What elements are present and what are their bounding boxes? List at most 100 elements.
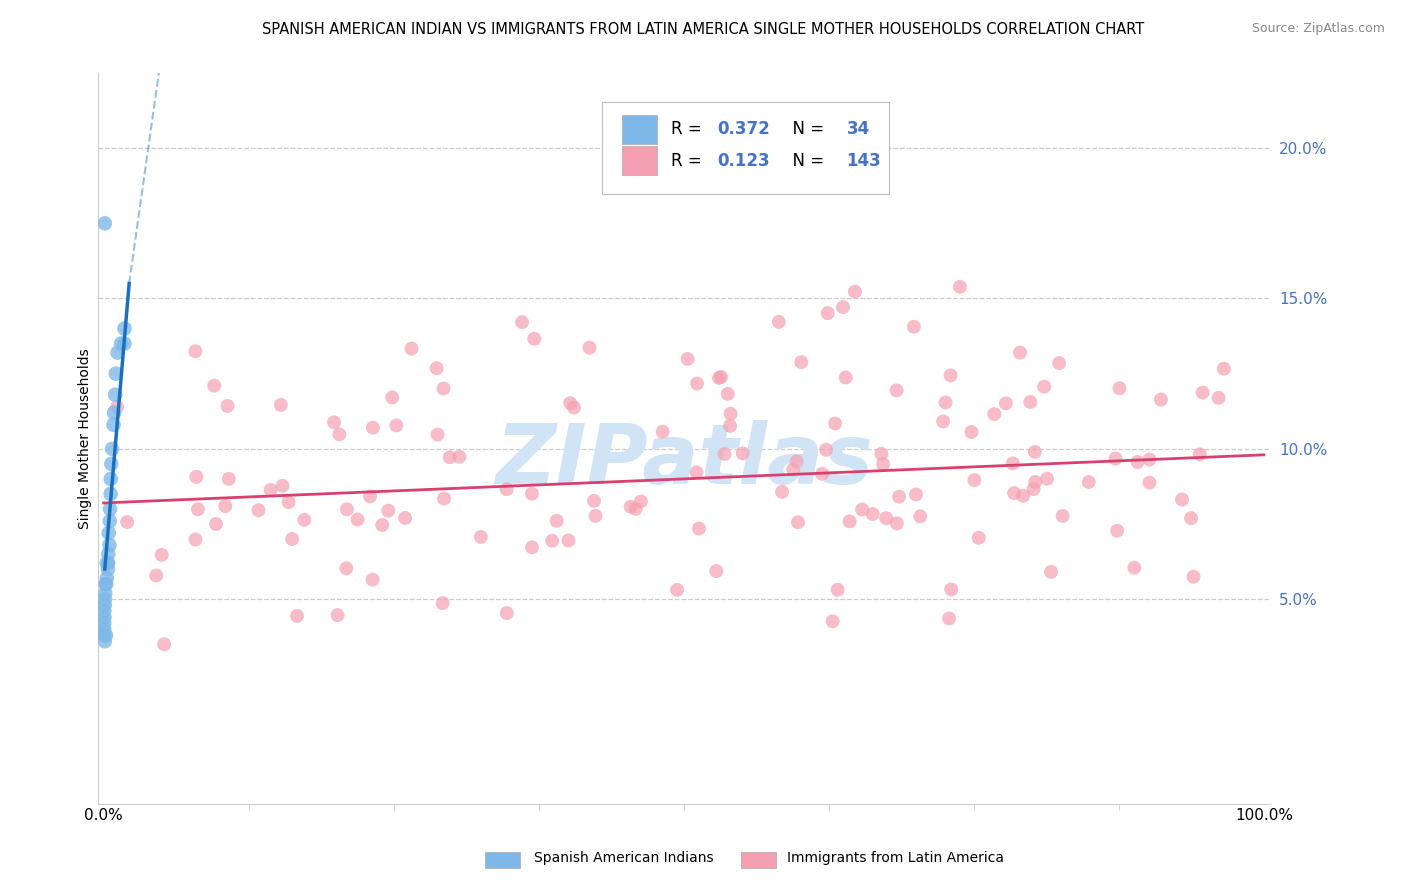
- Point: [815, 442, 838, 457]
- Point: [1001, 457, 1024, 471]
- Point: [439, 450, 461, 465]
- Point: [1107, 524, 1129, 538]
- Point: [184, 344, 207, 359]
- Point: [934, 395, 956, 409]
- Point: [707, 371, 730, 385]
- Point: [630, 494, 652, 508]
- Point: [96, 556, 118, 570]
- FancyBboxPatch shape: [621, 146, 657, 175]
- Point: [520, 487, 543, 501]
- Point: [1024, 475, 1046, 489]
- Point: [202, 378, 225, 392]
- Point: [107, 345, 129, 359]
- Point: [470, 530, 492, 544]
- Point: [100, 487, 122, 501]
- Point: [844, 285, 866, 299]
- Point: [323, 415, 346, 429]
- Point: [949, 280, 972, 294]
- Point: [523, 332, 546, 346]
- Text: R =: R =: [671, 152, 707, 169]
- Text: N =: N =: [782, 120, 830, 138]
- Point: [377, 504, 399, 518]
- Point: [787, 515, 810, 529]
- Point: [100, 472, 122, 486]
- Point: [904, 487, 927, 501]
- Point: [98, 514, 121, 528]
- Point: [1137, 475, 1160, 490]
- Point: [110, 336, 132, 351]
- Point: [1077, 475, 1099, 489]
- Point: [910, 509, 932, 524]
- Point: [277, 495, 299, 509]
- Point: [578, 341, 600, 355]
- Point: [153, 637, 176, 651]
- Point: [426, 361, 449, 376]
- Point: [93, 616, 115, 631]
- Point: [93, 622, 115, 636]
- Point: [394, 511, 416, 525]
- Point: [932, 414, 955, 428]
- Point: [713, 447, 735, 461]
- Point: [97, 547, 120, 561]
- Text: SPANISH AMERICAN INDIAN VS IMMIGRANTS FROM LATIN AMERICA SINGLE MOTHER HOUSEHOLD: SPANISH AMERICAN INDIAN VS IMMIGRANTS FR…: [262, 22, 1144, 37]
- Point: [676, 351, 699, 366]
- Point: [97, 526, 120, 541]
- Point: [720, 407, 742, 421]
- Point: [1126, 455, 1149, 469]
- Point: [1188, 447, 1211, 461]
- Point: [870, 447, 893, 461]
- Point: [718, 418, 741, 433]
- Point: [104, 367, 127, 381]
- Point: [432, 596, 454, 610]
- Point: [401, 342, 423, 356]
- Point: [145, 568, 167, 582]
- Point: [385, 418, 408, 433]
- Point: [1150, 392, 1173, 407]
- Point: [260, 483, 283, 497]
- Point: [872, 457, 894, 471]
- Point: [666, 582, 689, 597]
- Point: [821, 615, 844, 629]
- Point: [94, 598, 117, 612]
- Point: [98, 502, 121, 516]
- Point: [1052, 508, 1074, 523]
- Text: 0.123: 0.123: [717, 152, 770, 169]
- Point: [851, 502, 873, 516]
- Point: [903, 319, 925, 334]
- Text: Source: ZipAtlas.com: Source: ZipAtlas.com: [1251, 22, 1385, 36]
- Point: [97, 556, 120, 570]
- Point: [285, 609, 308, 624]
- Point: [93, 604, 115, 618]
- FancyBboxPatch shape: [602, 103, 889, 194]
- Point: [104, 387, 127, 401]
- Point: [582, 493, 605, 508]
- Point: [150, 548, 173, 562]
- Point: [1008, 345, 1031, 359]
- Point: [94, 628, 117, 642]
- Y-axis label: Single Mother Households: Single Mother Households: [79, 348, 93, 529]
- FancyBboxPatch shape: [621, 115, 657, 144]
- Point: [114, 336, 136, 351]
- Point: [359, 489, 381, 503]
- Point: [562, 401, 585, 415]
- Point: [817, 306, 839, 320]
- Point: [105, 400, 128, 414]
- Point: [1033, 379, 1056, 393]
- Point: [1180, 511, 1202, 525]
- Point: [938, 611, 960, 625]
- Point: [686, 376, 709, 391]
- Point: [1108, 381, 1130, 395]
- Point: [103, 417, 125, 432]
- Point: [768, 315, 790, 329]
- Point: [520, 541, 543, 555]
- Text: 34: 34: [846, 120, 870, 138]
- Point: [704, 564, 727, 578]
- Point: [96, 571, 118, 585]
- Point: [361, 573, 384, 587]
- Point: [1047, 356, 1070, 370]
- Point: [983, 407, 1005, 421]
- Point: [1139, 452, 1161, 467]
- Point: [834, 370, 856, 384]
- Point: [93, 610, 115, 624]
- Point: [557, 533, 579, 548]
